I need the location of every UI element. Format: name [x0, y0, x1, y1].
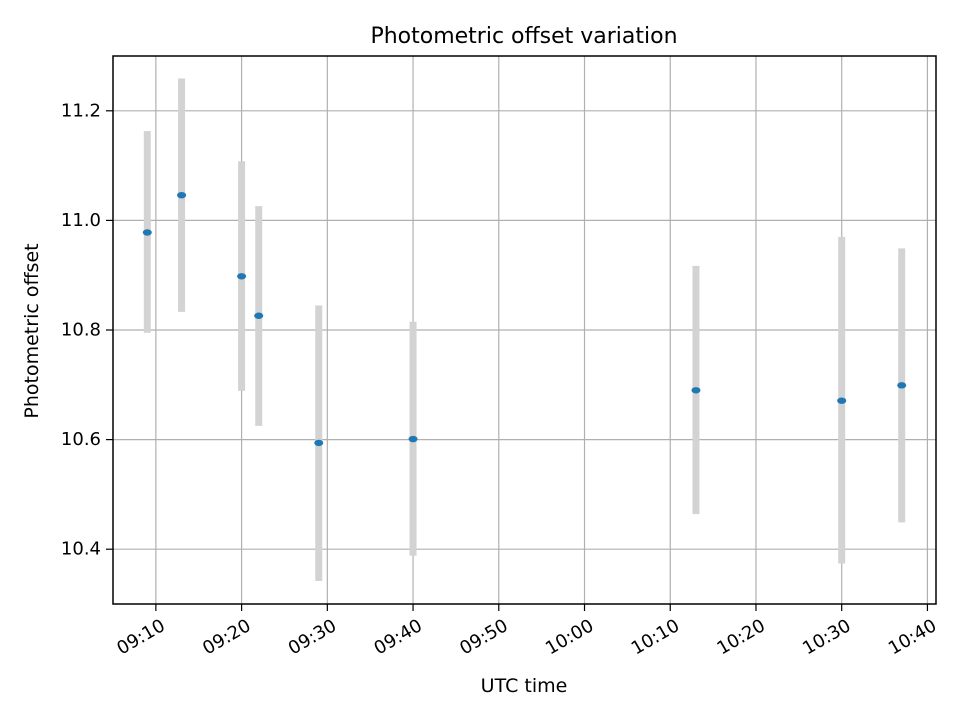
data-point — [142, 229, 152, 236]
x-tick-label: 09:30 — [285, 615, 340, 659]
y-axis-label: Photometric offset — [21, 243, 43, 418]
x-tick-label: 10:00 — [542, 615, 597, 659]
y-axis-ticks: 10.4 10.6 10.8 11.0 11.2 — [61, 100, 113, 560]
grid — [113, 56, 936, 604]
y-tick-label: 10.6 — [61, 429, 101, 450]
data-point — [408, 435, 418, 443]
data-point — [837, 397, 847, 404]
x-tick-label: 09:20 — [199, 615, 254, 659]
data-point — [897, 382, 907, 389]
data-point — [177, 191, 187, 199]
x-tick-label: 09:10 — [113, 615, 168, 659]
x-axis-label: UTC time — [481, 675, 568, 697]
x-tick-label: 09:40 — [371, 615, 426, 659]
x-axis-ticks: 09:10 09:20 09:30 09:40 09:50 10:00 10:10 10:20… — [113, 604, 940, 659]
x-tick-label: 09:50 — [456, 615, 511, 659]
data-point — [314, 439, 324, 447]
data-point — [237, 273, 247, 280]
x-tick-label: 10:40 — [885, 615, 940, 659]
y-tick-label: 11.0 — [61, 210, 101, 231]
x-tick-label: 10:10 — [628, 615, 683, 659]
y-tick-label: 10.8 — [61, 320, 101, 341]
chart-title: Photometric offset variation — [370, 24, 677, 49]
data-point — [254, 312, 264, 319]
y-tick-label: 10.4 — [61, 539, 101, 560]
y-tick-label: 11.2 — [61, 100, 101, 121]
x-tick-label: 10:30 — [799, 615, 854, 659]
data-point — [691, 387, 701, 394]
x-tick-label: 10:20 — [713, 615, 768, 659]
data-points — [142, 191, 907, 447]
